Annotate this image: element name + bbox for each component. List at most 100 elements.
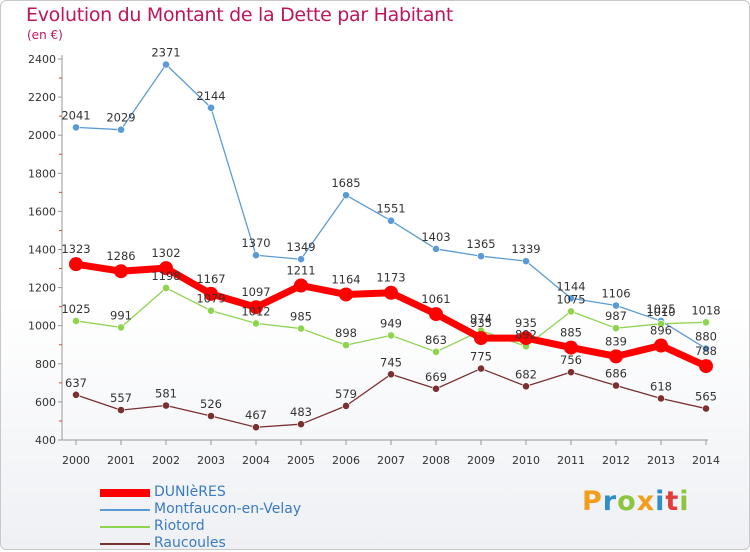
- brand-letter: i: [655, 486, 666, 517]
- legend-swatch: [100, 489, 150, 497]
- y-tick-label: 1800: [28, 167, 56, 180]
- data-label-riotord: 987: [605, 309, 627, 323]
- data-label-riotord: 949: [380, 316, 402, 330]
- data-point-duni-res: [204, 286, 218, 301]
- data-point-riotord: [117, 323, 125, 332]
- data-point-montfaucon-en-velay: [567, 294, 575, 303]
- x-tick-label: 2013: [647, 454, 675, 467]
- data-point-duni-res: [384, 285, 398, 300]
- data-point-riotord: [72, 317, 80, 325]
- data-point-riotord: [162, 284, 170, 292]
- data-label-riotord: 1025: [61, 302, 90, 316]
- data-point-duni-res: [564, 340, 578, 355]
- data-point-raucoules: [342, 402, 350, 410]
- data-label-duni-res: 1061: [421, 292, 450, 306]
- data-point-riotord: [567, 307, 575, 316]
- x-tick-label: 2007: [377, 454, 405, 467]
- brand-letter: P: [582, 486, 603, 517]
- data-label-montfaucon-en-velay: 880: [695, 330, 717, 344]
- data-label-riotord: 991: [110, 308, 132, 322]
- data-label-duni-res: 1167: [196, 272, 225, 286]
- legend-label: Raucoules: [154, 535, 226, 551]
- data-label-duni-res: 1164: [331, 272, 360, 286]
- data-point-duni-res: [69, 257, 83, 272]
- data-point-riotord: [207, 306, 215, 315]
- data-label-duni-res: 1097: [241, 285, 270, 299]
- y-tick-label: 2000: [28, 129, 56, 142]
- data-point-riotord: [657, 319, 665, 328]
- data-label-montfaucon-en-velay: 1551: [376, 202, 405, 216]
- data-label-duni-res: 935: [470, 316, 492, 330]
- data-label-duni-res: 839: [605, 334, 627, 348]
- data-label-riotord: 985: [290, 310, 312, 324]
- data-point-raucoules: [702, 404, 710, 413]
- data-label-raucoules: 686: [605, 367, 627, 381]
- data-point-duni-res: [699, 359, 713, 374]
- x-tick-label: 2000: [62, 454, 90, 467]
- data-point-montfaucon-en-velay: [702, 344, 710, 353]
- data-point-montfaucon-en-velay: [297, 255, 305, 264]
- data-point-raucoules: [117, 406, 125, 414]
- data-label-riotord: 1010: [646, 305, 675, 319]
- data-point-riotord: [387, 331, 395, 340]
- x-tick-label: 2012: [602, 454, 630, 467]
- data-label-raucoules: 557: [110, 391, 132, 405]
- data-point-raucoules: [162, 401, 170, 410]
- data-point-raucoules: [432, 384, 440, 393]
- data-label-duni-res: 1173: [376, 271, 405, 285]
- data-label-raucoules: 745: [380, 355, 402, 369]
- data-label-duni-res: 896: [650, 324, 672, 338]
- brand-letter: o: [617, 486, 637, 517]
- y-tick-label: 2400: [28, 53, 56, 66]
- x-tick-label: 2002: [152, 454, 180, 467]
- data-label-montfaucon-en-velay: 2144: [196, 89, 225, 103]
- data-label-montfaucon-en-velay: 1349: [286, 240, 315, 254]
- data-label-riotord: 1075: [556, 292, 585, 306]
- data-label-riotord: 1198: [151, 269, 180, 283]
- data-label-montfaucon-en-velay: 2371: [151, 46, 180, 60]
- data-label-raucoules: 775: [470, 350, 492, 364]
- brand-letter: r: [602, 486, 618, 517]
- data-point-montfaucon-en-velay: [342, 191, 350, 200]
- x-tick-label: 2009: [467, 454, 495, 467]
- brand-logo: Proxiti: [582, 486, 690, 517]
- data-point-duni-res: [339, 287, 353, 302]
- x-tick-label: 2010: [512, 454, 540, 467]
- data-label-duni-res: 1302: [151, 246, 180, 260]
- data-point-raucoules: [207, 412, 215, 420]
- data-point-duni-res: [519, 331, 533, 346]
- data-point-duni-res: [654, 338, 668, 353]
- data-point-riotord: [342, 341, 350, 350]
- data-point-montfaucon-en-velay: [207, 103, 215, 112]
- data-label-montfaucon-en-velay: 2041: [61, 108, 90, 122]
- brand-letter: x: [636, 486, 656, 517]
- data-label-raucoules: 483: [290, 405, 312, 419]
- y-tick-label: 800: [35, 358, 56, 371]
- data-label-raucoules: 467: [245, 408, 267, 422]
- brand-letter: i: [679, 486, 690, 517]
- data-label-duni-res: 788: [695, 344, 717, 358]
- data-point-raucoules: [252, 423, 260, 432]
- data-label-montfaucon-en-velay: 1106: [601, 287, 630, 301]
- x-tick-label: 2004: [242, 454, 270, 467]
- data-point-montfaucon-en-velay: [522, 257, 530, 266]
- legend-label: Montfaucon-en-Velay: [154, 501, 302, 517]
- legend-swatch: [100, 509, 150, 511]
- data-point-raucoules: [522, 382, 530, 391]
- data-point-riotord: [702, 318, 710, 327]
- legend-swatch: [100, 526, 150, 528]
- data-point-raucoules: [297, 420, 305, 429]
- data-label-riotord: 1018: [691, 303, 720, 317]
- data-point-raucoules: [72, 390, 80, 399]
- data-label-riotord: 863: [425, 333, 447, 347]
- y-tick-label: 2200: [28, 91, 56, 104]
- data-label-riotord: 974: [470, 312, 492, 326]
- x-tick-label: 2005: [287, 454, 315, 467]
- legend-swatch: [100, 543, 150, 545]
- data-point-riotord: [297, 324, 305, 333]
- legend-label: Riotord: [154, 518, 205, 534]
- data-point-montfaucon-en-velay: [117, 125, 125, 134]
- data-point-duni-res: [609, 349, 623, 364]
- data-point-montfaucon-en-velay: [477, 252, 485, 261]
- data-point-raucoules: [387, 370, 395, 379]
